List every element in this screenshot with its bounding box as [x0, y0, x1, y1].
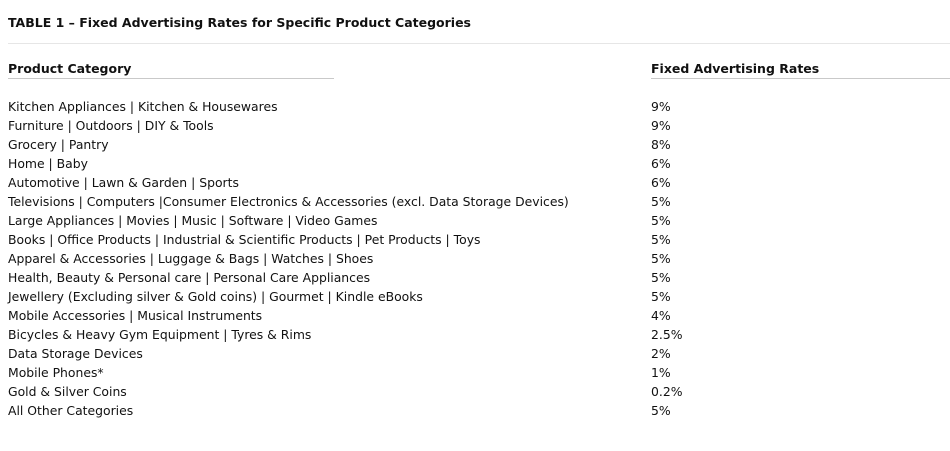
rate-cell: 6%	[651, 156, 671, 171]
rate-cell: 2.5%	[651, 327, 683, 342]
table-row: Health, Beauty & Personal care | Persona…	[0, 268, 950, 287]
column-header-product-category: Product Category	[8, 61, 132, 76]
table-row: Mobile Accessories | Musical Instruments…	[0, 306, 950, 325]
category-cell: Health, Beauty & Personal care | Persona…	[8, 270, 371, 285]
rate-cell: 5%	[651, 270, 671, 285]
table-row: Kitchen Appliances | Kitchen & Houseware…	[0, 97, 950, 116]
column-header-underline-category	[8, 78, 334, 79]
rate-cell: 5%	[651, 251, 671, 266]
table-row: Data Storage Devices 2%	[0, 344, 950, 363]
category-cell: Mobile Phones*	[8, 365, 104, 380]
table-row: Books | Office Products | Industrial & S…	[0, 230, 950, 249]
category-cell: Data Storage Devices	[8, 346, 143, 361]
category-cell: Televisions | Computers |Consumer Electr…	[8, 194, 569, 209]
category-cell: Furniture | Outdoors | DIY & Tools	[8, 118, 214, 133]
column-header-underline-rate	[651, 78, 950, 79]
rate-cell: 6%	[651, 175, 671, 190]
rate-cell: 2%	[651, 346, 671, 361]
table-title: TABLE 1 – Fixed Advertising Rates for Sp…	[8, 15, 471, 30]
category-cell: Bicycles & Heavy Gym Equipment | Tyres &…	[8, 327, 312, 342]
table-row: Apparel & Accessories | Luggage & Bags |…	[0, 249, 950, 268]
category-cell: All Other Categories	[8, 403, 134, 418]
table-row: Televisions | Computers |Consumer Electr…	[0, 192, 950, 211]
table-row: Gold & Silver Coins 0.2%	[0, 382, 950, 401]
category-cell: Large Appliances | Movies | Music | Soft…	[8, 213, 378, 228]
table-row: Jewellery (Excluding silver & Gold coins…	[0, 287, 950, 306]
category-cell: Grocery | Pantry	[8, 137, 109, 152]
column-header-fixed-advertising-rates: Fixed Advertising Rates	[651, 61, 820, 76]
category-cell: Kitchen Appliances | Kitchen & Houseware…	[8, 99, 278, 114]
table-row: Bicycles & Heavy Gym Equipment | Tyres &…	[0, 325, 950, 344]
rate-cell: 5%	[651, 194, 671, 209]
category-cell: Apparel & Accessories | Luggage & Bags |…	[8, 251, 374, 266]
rate-cell: 8%	[651, 137, 671, 152]
rate-cell: 5%	[651, 213, 671, 228]
rate-cell: 4%	[651, 308, 671, 323]
category-cell: Home | Baby	[8, 156, 88, 171]
table-row: Automotive | Lawn & Garden | Sports 6%	[0, 173, 950, 192]
category-cell: Books | Office Products | Industrial & S…	[8, 232, 481, 247]
rate-cell: 5%	[651, 232, 671, 247]
category-cell: Gold & Silver Coins	[8, 384, 127, 399]
rate-cell: 1%	[651, 365, 671, 380]
rate-cell: 5%	[651, 289, 671, 304]
category-cell: Jewellery (Excluding silver & Gold coins…	[8, 289, 423, 304]
table-row: Furniture | Outdoors | DIY & Tools 9%	[0, 116, 950, 135]
category-cell: Mobile Accessories | Musical Instruments	[8, 308, 263, 323]
rates-table-body: Kitchen Appliances | Kitchen & Houseware…	[0, 97, 950, 420]
table-row: All Other Categories 5%	[0, 401, 950, 420]
table-row: Large Appliances | Movies | Music | Soft…	[0, 211, 950, 230]
table-row: Grocery | Pantry 8%	[0, 135, 950, 154]
category-cell: Automotive | Lawn & Garden | Sports	[8, 175, 239, 190]
rate-cell: 5%	[651, 403, 671, 418]
rate-cell: 9%	[651, 99, 671, 114]
rate-cell: 9%	[651, 118, 671, 133]
table-row: Home | Baby 6%	[0, 154, 950, 173]
title-divider	[8, 43, 950, 44]
rate-cell: 0.2%	[651, 384, 683, 399]
table-row: Mobile Phones* 1%	[0, 363, 950, 382]
